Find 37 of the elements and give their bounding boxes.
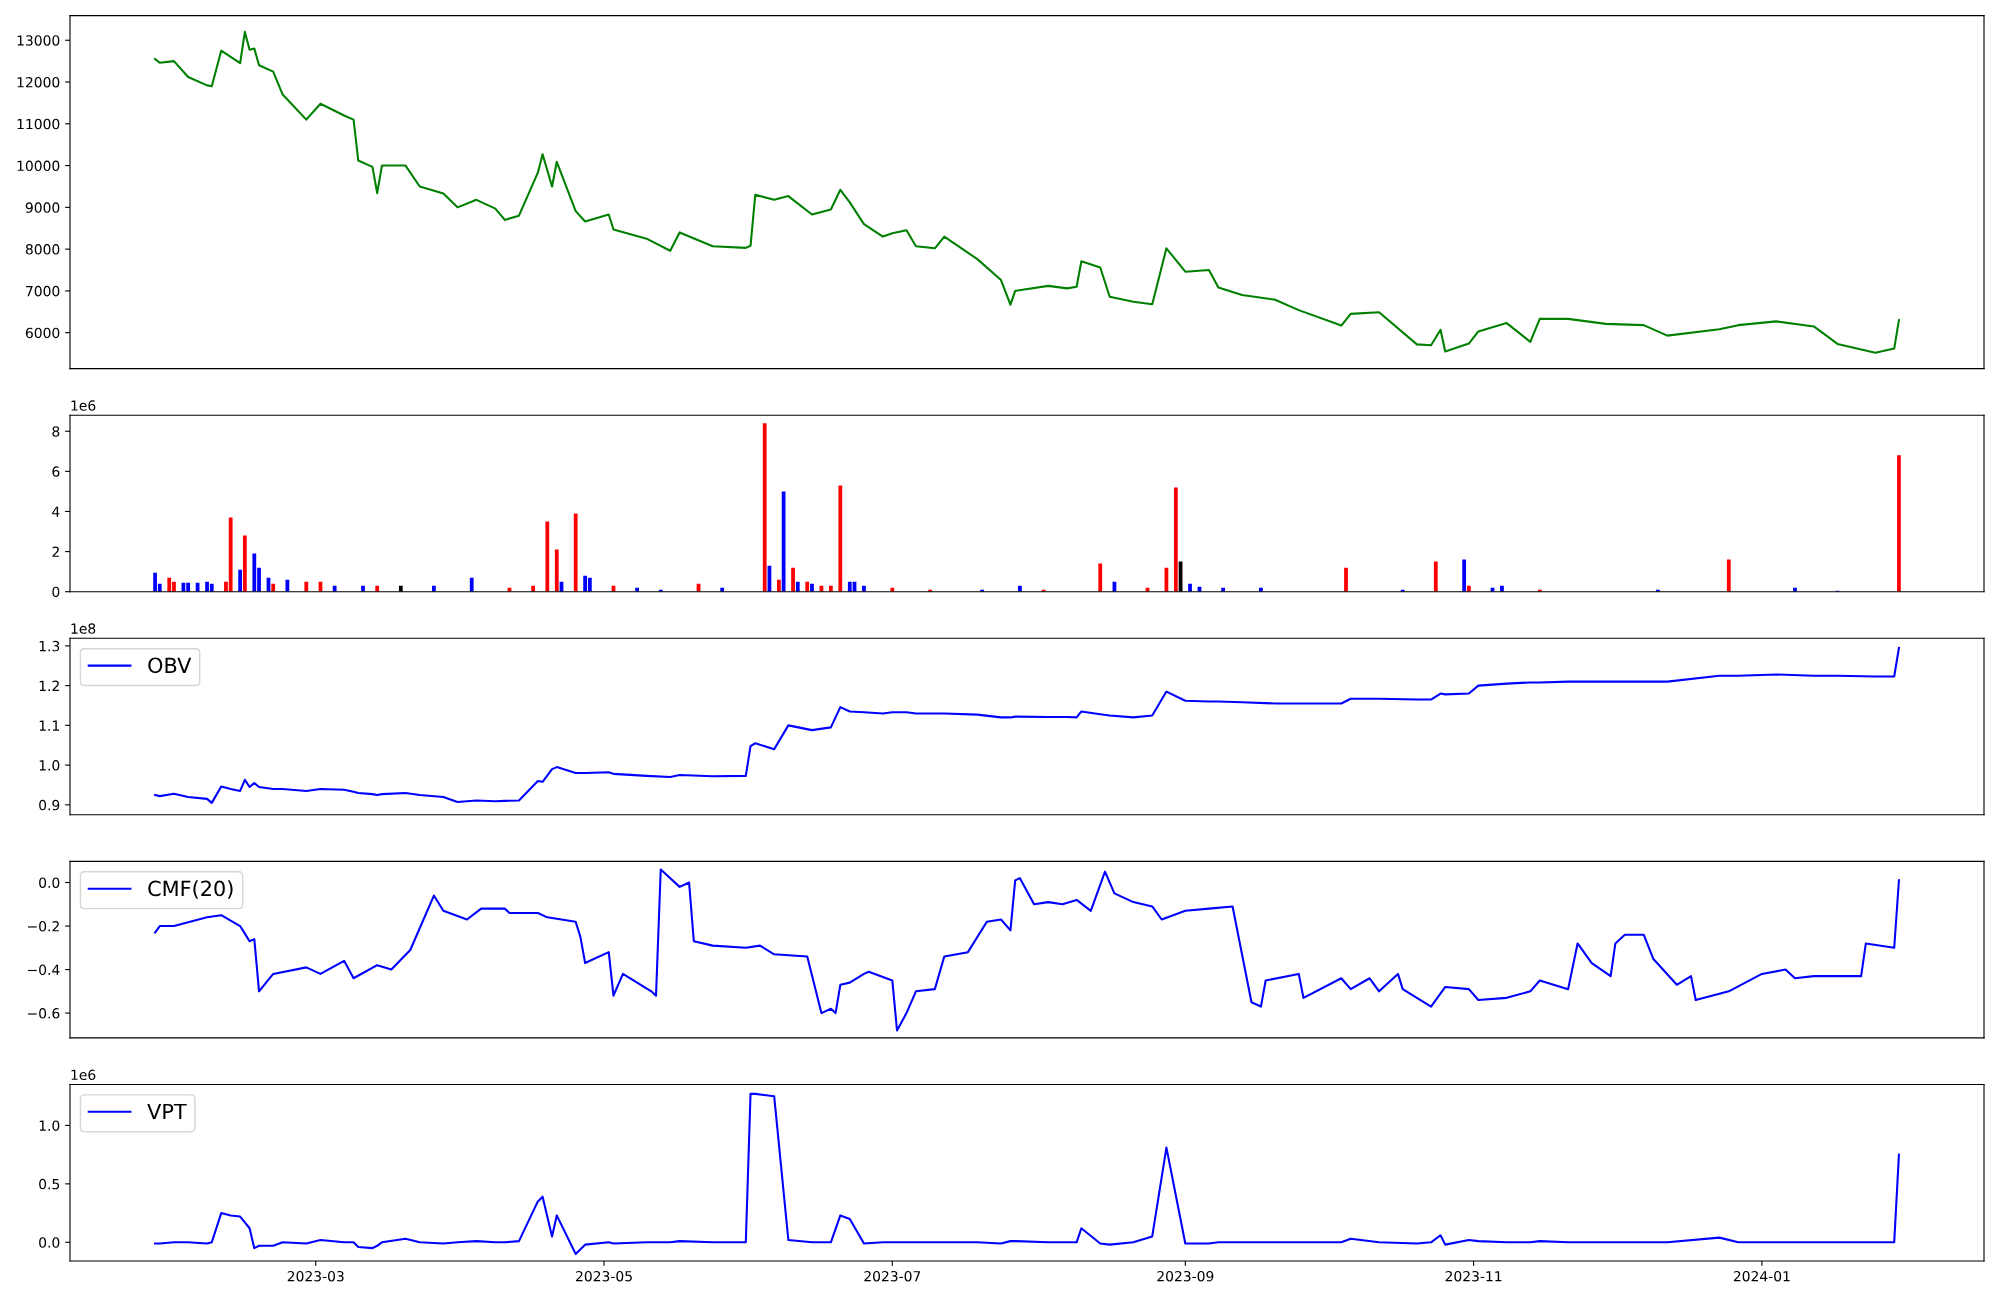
text: 1e8 xyxy=(71,623,96,634)
x-tick-label: 2023-07 xyxy=(864,1270,921,1282)
y-tick-label: 4 xyxy=(52,506,60,517)
y-tick-label: −0.6 xyxy=(28,1008,60,1019)
legend-label: CMF(20) xyxy=(148,880,233,899)
y-tick-label: 10000 xyxy=(17,160,60,172)
y-tick-label: 0.5 xyxy=(39,1178,60,1190)
legend-label: VPT xyxy=(147,1103,187,1120)
y-tick-label: 13000 xyxy=(17,35,60,46)
y-tick-label: 7000 xyxy=(26,285,60,297)
y-tick-label: 6000 xyxy=(25,327,60,339)
y-tick-label: 1.3 xyxy=(39,640,60,652)
y-tick-label: 1.0 xyxy=(39,1120,60,1131)
y-tick-label: 8 xyxy=(52,426,60,437)
y-tick-label: 9000 xyxy=(25,202,60,213)
x-tick-label: 2023-11 xyxy=(1445,1270,1502,1282)
y-tick-label: 1.0 xyxy=(39,760,60,771)
y-tick-label: 8000 xyxy=(25,244,60,255)
y-tick-label: 6 xyxy=(52,466,60,477)
legend-label: OBV xyxy=(148,657,192,674)
x-tick-label: 2023-09 xyxy=(1157,1270,1214,1282)
y-tick-label: 1.2 xyxy=(39,680,59,691)
y-tick-label: 2 xyxy=(52,546,59,557)
x-tick-label: 2024-01 xyxy=(1733,1270,1790,1282)
y-tick-label: 0 xyxy=(52,586,60,598)
text: 1e6 xyxy=(71,400,96,411)
y-tick-label: 1.1 xyxy=(39,720,59,731)
x-tick-label: 2023-05 xyxy=(576,1270,632,1282)
y-tick-label: 0.0 xyxy=(39,877,60,888)
y-tick-label: 0.0 xyxy=(39,1237,60,1248)
y-tick-label: 0.9 xyxy=(39,799,60,811)
text: 1e6 xyxy=(71,1069,96,1081)
x-tick-label: 2023-03 xyxy=(287,1270,344,1282)
y-tick-label: 11000 xyxy=(17,118,60,130)
y-tick-label: 12000 xyxy=(17,76,60,88)
y-tick-label: −0.4 xyxy=(28,964,60,976)
y-tick-label: −0.2 xyxy=(28,921,59,932)
